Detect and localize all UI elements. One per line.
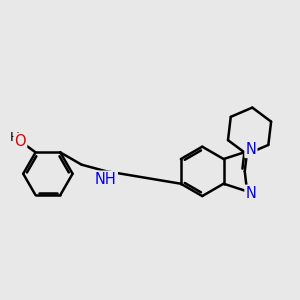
- Text: O: O: [14, 134, 26, 149]
- Text: N: N: [245, 186, 256, 201]
- Text: N: N: [245, 142, 256, 157]
- Text: NH: NH: [95, 172, 117, 187]
- Text: H: H: [10, 131, 20, 144]
